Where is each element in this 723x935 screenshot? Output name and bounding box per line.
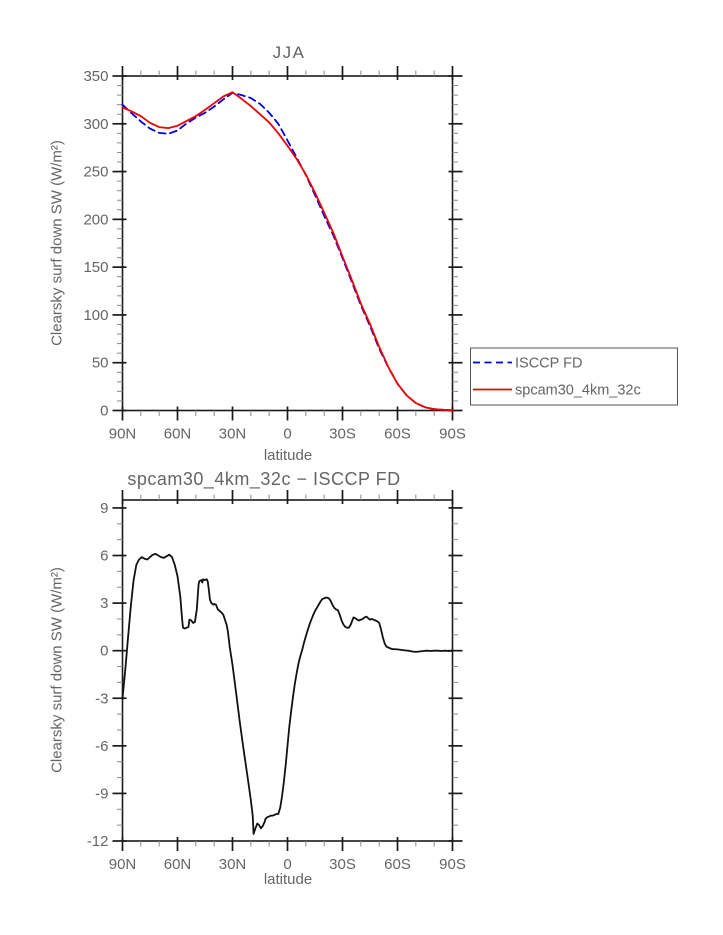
diff-curve	[121, 553, 454, 835]
y-tick-label: 6	[100, 548, 108, 565]
x-tick-label: 60S	[384, 856, 411, 873]
y-tick-label: -12	[87, 833, 109, 850]
x-tick-label: 90S	[439, 426, 466, 443]
y-tick-label: 50	[92, 355, 109, 372]
x-tick-label: 90N	[109, 856, 137, 873]
x-tick-label: 60N	[164, 856, 192, 873]
top-chart-x-axis-label: latitude	[263, 447, 313, 464]
y-tick-label: 150	[83, 259, 108, 276]
y-tick-label: 9	[100, 500, 108, 517]
legend-label: spcam30_4km_32c	[515, 383, 641, 399]
legend-box: ISCCP FD spcam30_4km_32c	[470, 347, 678, 406]
x-tick-label: 30N	[219, 426, 247, 443]
y-tick-label: 0	[100, 643, 108, 660]
y-tick-label: -9	[95, 785, 108, 802]
y-tick-label: -3	[95, 690, 108, 707]
difference-chart: 90N 60N 30N 0 30S 60S 90S 9 6 3 0 -3 -6 -9 -12	[87, 490, 466, 873]
y-tick-label: 3	[100, 595, 108, 612]
plot-frame	[121, 499, 454, 842]
y-tick-label: 200	[83, 211, 108, 228]
x-tick-label: 0	[283, 426, 291, 443]
jja-chart: 90N 60N 30N 0 30S 60S 90S 350 300 250 200 150 100 50 0…	[83, 66, 678, 443]
x-tick-label: 60S	[384, 426, 411, 443]
top-chart-y-axis-label: Clearsky surf down SW (W/m²)	[48, 140, 66, 346]
bottom-chart-x-axis-label: latitude	[263, 871, 313, 888]
y-tick-label: 300	[83, 116, 108, 133]
y-tick-label: 250	[83, 164, 108, 181]
bottom-chart-y-axis-label: Clearsky surf down SW (W/m²)	[48, 567, 66, 773]
x-tick-label: 0	[283, 856, 291, 873]
y-tick-label: -6	[95, 738, 108, 755]
x-tick-label: 30S	[329, 856, 356, 873]
bottom-chart-title: spcam30_4km_32c − ISCCP FD	[127, 469, 401, 489]
isccp-curve	[121, 92, 454, 412]
legend-frame	[470, 347, 678, 406]
x-tick-label: 90S	[439, 856, 466, 873]
x-tick-label: 90N	[109, 426, 137, 443]
top-chart-title: JJA	[272, 43, 306, 62]
x-tick-label: 30N	[219, 856, 247, 873]
x-tick-label: 30S	[329, 426, 356, 443]
y-tick-label: 350	[83, 68, 108, 85]
plot-frame	[121, 75, 454, 412]
legend-label: ISCCP FD	[515, 356, 582, 372]
x-tick-label: 60N	[164, 426, 192, 443]
y-tick-label: 100	[83, 307, 108, 324]
y-tick-label: 0	[100, 403, 108, 420]
spcam-curve	[121, 91, 454, 412]
